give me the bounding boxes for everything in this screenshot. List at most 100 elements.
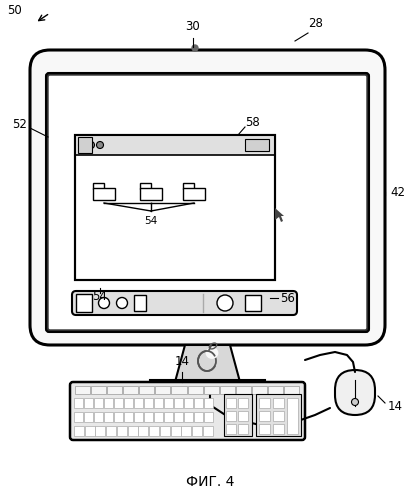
Bar [139, 426, 148, 436]
Bar [114, 412, 123, 422]
Bar [144, 398, 153, 408]
Circle shape [97, 142, 103, 148]
Bar [84, 412, 93, 422]
FancyBboxPatch shape [30, 50, 385, 345]
Bar [74, 398, 83, 408]
Polygon shape [140, 183, 151, 189]
Bar [134, 295, 146, 311]
Bar [238, 424, 248, 434]
Bar [128, 426, 138, 436]
FancyBboxPatch shape [335, 370, 375, 415]
Bar [273, 424, 284, 434]
Bar [259, 424, 270, 434]
Bar [238, 398, 248, 408]
Bar [134, 412, 143, 422]
Bar [140, 188, 162, 200]
FancyBboxPatch shape [48, 75, 367, 330]
Bar [74, 412, 83, 422]
Bar [284, 386, 299, 394]
Polygon shape [275, 208, 284, 222]
Bar [104, 412, 113, 422]
Polygon shape [175, 345, 240, 382]
Bar [226, 424, 236, 434]
Bar [123, 386, 138, 394]
Bar [85, 426, 94, 436]
Bar [268, 386, 283, 394]
Bar [124, 412, 133, 422]
Bar [139, 386, 155, 394]
Bar [236, 386, 251, 394]
Bar [181, 426, 192, 436]
FancyBboxPatch shape [72, 291, 297, 315]
Bar [184, 412, 193, 422]
Bar [174, 412, 183, 422]
Bar [287, 398, 298, 434]
Bar [259, 411, 270, 421]
Bar [194, 398, 203, 408]
Bar [220, 386, 235, 394]
Circle shape [87, 142, 94, 148]
Bar [256, 394, 301, 436]
Bar [245, 295, 261, 311]
Bar [107, 386, 122, 394]
Bar [194, 412, 203, 422]
Text: 30: 30 [186, 20, 200, 33]
Bar [160, 426, 170, 436]
Bar [78, 137, 92, 153]
Bar [75, 386, 90, 394]
Bar [75, 135, 275, 155]
Bar [238, 411, 248, 421]
Bar [155, 386, 171, 394]
Text: 42: 42 [391, 186, 405, 198]
Bar [252, 386, 267, 394]
Circle shape [192, 45, 198, 51]
Bar [187, 386, 202, 394]
Bar [94, 412, 103, 422]
Ellipse shape [217, 295, 233, 311]
Bar [150, 380, 265, 392]
Bar [192, 426, 202, 436]
Bar [204, 398, 213, 408]
Bar [273, 411, 284, 421]
Bar [93, 188, 115, 200]
Bar [106, 426, 116, 436]
Bar [204, 386, 219, 394]
Bar [104, 398, 113, 408]
Bar [174, 398, 183, 408]
Bar [134, 398, 143, 408]
Circle shape [116, 298, 128, 308]
Bar [273, 398, 284, 408]
Bar [245, 139, 269, 151]
Text: 54: 54 [144, 216, 158, 226]
Circle shape [352, 398, 359, 406]
FancyBboxPatch shape [70, 382, 305, 440]
Bar [75, 135, 275, 280]
Polygon shape [183, 183, 194, 189]
Circle shape [79, 142, 86, 148]
Bar [149, 426, 159, 436]
Bar [226, 398, 236, 408]
Bar [224, 394, 252, 436]
Ellipse shape [207, 348, 217, 358]
Bar [91, 386, 106, 394]
Text: 56: 56 [281, 292, 295, 304]
Bar [76, 294, 92, 312]
Text: 54: 54 [92, 290, 108, 304]
Bar [117, 426, 127, 436]
Polygon shape [93, 183, 104, 189]
Bar [74, 426, 84, 436]
Bar [95, 426, 105, 436]
Bar [144, 412, 153, 422]
Bar [75, 135, 275, 280]
Bar [203, 426, 213, 436]
Bar [171, 426, 181, 436]
FancyBboxPatch shape [46, 73, 369, 332]
Bar [204, 412, 213, 422]
Bar [84, 398, 93, 408]
Text: 14: 14 [174, 355, 189, 368]
Bar [171, 386, 186, 394]
Bar [114, 398, 123, 408]
FancyBboxPatch shape [143, 390, 272, 400]
Text: 14: 14 [388, 400, 402, 412]
Circle shape [99, 298, 110, 308]
